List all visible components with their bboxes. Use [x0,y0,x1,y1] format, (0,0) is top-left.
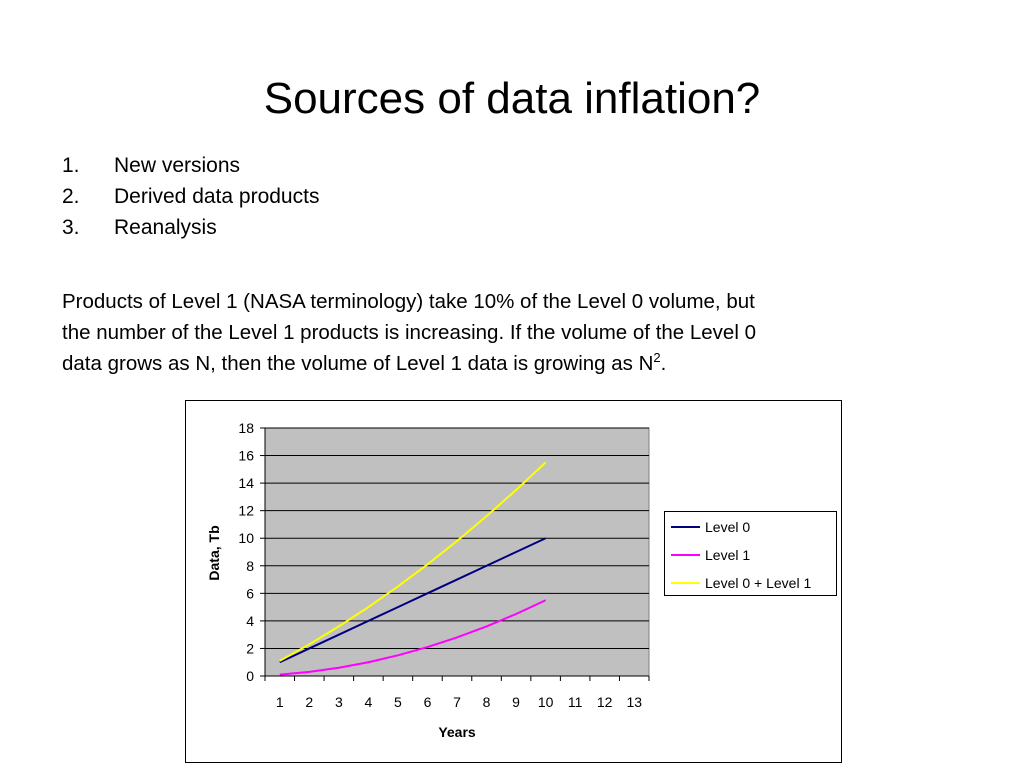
legend-label: Level 0 + Level 1 [705,575,811,591]
x-tick-label: 6 [424,694,432,710]
paragraph-end: . [661,352,667,375]
y-tick-label: 2 [246,640,254,656]
list-item: New versions [114,154,240,177]
x-axis-label: Years [438,724,476,740]
paragraph-line: the number of the Level 1 products is in… [62,321,756,344]
y-tick-label: 6 [246,585,254,601]
list-number: 1. [62,154,80,177]
series-line [279,461,547,662]
x-tick-label: 1 [276,694,284,710]
x-tick-label: 10 [538,694,554,710]
x-tick-label: 9 [512,694,520,710]
slide-title: Sources of data inflation? [264,74,761,123]
y-tick-label: 4 [246,613,254,629]
y-tick-label: 16 [238,448,254,464]
x-tick-label: 2 [305,694,313,710]
list-item: Derived data products [114,185,319,208]
x-tick-label: 7 [453,694,461,710]
paragraph-text: data grows as N, then the volume of Leve… [62,352,653,375]
series-line [279,537,547,664]
x-tick-label: 13 [626,694,642,710]
y-tick-label: 14 [238,475,254,491]
y-tick-label: 8 [246,558,254,574]
x-tick-label: 3 [335,694,343,710]
x-tick-label: 4 [364,694,372,710]
paragraph-line: data grows as N, then the volume of Leve… [62,350,666,375]
x-tick-label: 5 [394,694,402,710]
legend [664,511,837,596]
list-item: Reanalysis [114,216,217,239]
y-tick-label: 18 [238,420,254,436]
legend-label: Level 0 [705,519,750,535]
legend-label: Level 1 [705,547,750,563]
list-number: 3. [62,216,80,239]
plot-area [264,427,650,677]
series-line [279,599,547,676]
paragraph-line: Products of Level 1 (NASA terminology) t… [62,290,755,313]
y-tick-label: 0 [246,668,254,684]
x-tick-label: 8 [483,694,491,710]
x-tick-label: 11 [568,694,583,710]
y-tick-label: 10 [238,530,254,546]
y-axis-label: Data, Tb [206,525,222,580]
y-tick-label: 12 [238,503,254,519]
x-tick-label: 12 [597,694,613,710]
list-number: 2. [62,185,80,208]
superscript: 2 [653,350,660,365]
